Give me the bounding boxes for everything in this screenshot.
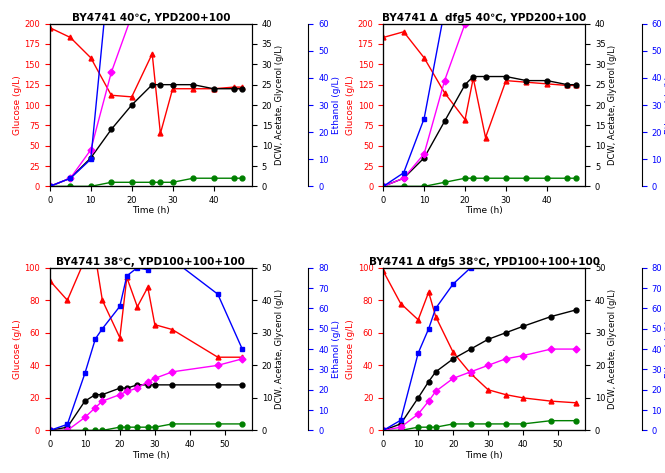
X-axis label: Time (h): Time (h) [465,207,503,216]
Title: BY4741 Δ  dfg5 40℃, YPD200+100: BY4741 Δ dfg5 40℃, YPD200+100 [382,13,587,23]
X-axis label: Time (h): Time (h) [132,451,170,460]
Y-axis label: Glucose (g/L): Glucose (g/L) [346,75,355,135]
Y-axis label: DCW, Acetate, Glycerol (g/L): DCW, Acetate, Glycerol (g/L) [275,289,284,409]
Title: BY4741 38℃, YPD100+100+100: BY4741 38℃, YPD100+100+100 [57,257,245,267]
X-axis label: Time (h): Time (h) [132,207,170,216]
Y-axis label: DCW, Acetate, Glycerol (g/L): DCW, Acetate, Glycerol (g/L) [608,45,617,165]
Y-axis label: DCW, Acetate, Glycerol (g/L): DCW, Acetate, Glycerol (g/L) [608,289,617,409]
Y-axis label: Glucose (g/L): Glucose (g/L) [346,319,355,379]
Y-axis label: Glucose (g/L): Glucose (g/L) [13,75,21,135]
Title: BY4741 Δ dfg5 38℃, YPD100+100+100: BY4741 Δ dfg5 38℃, YPD100+100+100 [368,257,600,267]
X-axis label: Time (h): Time (h) [465,451,503,460]
Y-axis label: DCW, Acetate, Glycerol (g/L): DCW, Acetate, Glycerol (g/L) [275,45,284,165]
Y-axis label: Ethanol (g/L): Ethanol (g/L) [332,76,340,134]
Y-axis label: Ethanol (g/L): Ethanol (g/L) [332,320,340,378]
Y-axis label: Glucose (g/L): Glucose (g/L) [13,319,22,379]
Title: BY4741 40℃, YPD200+100: BY4741 40℃, YPD200+100 [72,13,230,23]
